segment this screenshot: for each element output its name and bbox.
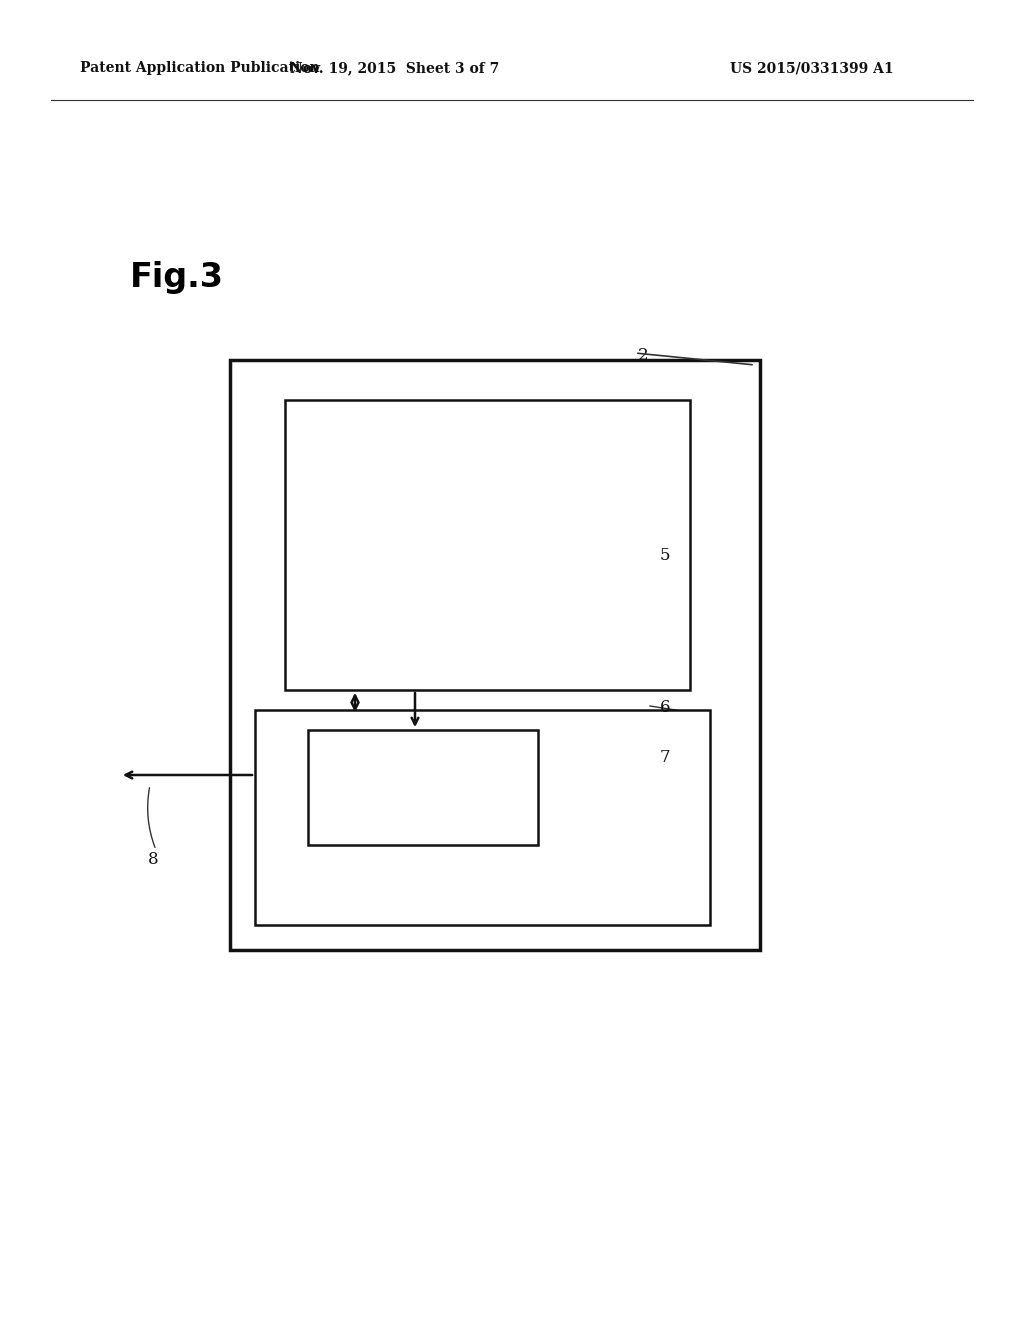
- Text: US 2015/0331399 A1: US 2015/0331399 A1: [730, 61, 894, 75]
- Text: 5: 5: [660, 546, 671, 564]
- Text: 8: 8: [148, 851, 159, 869]
- Text: Patent Application Publication: Patent Application Publication: [80, 61, 319, 75]
- Text: Nov. 19, 2015  Sheet 3 of 7: Nov. 19, 2015 Sheet 3 of 7: [291, 61, 500, 75]
- Text: 2: 2: [638, 346, 648, 363]
- Text: Fig.3: Fig.3: [130, 261, 224, 294]
- Text: 7: 7: [660, 750, 671, 767]
- Bar: [230, 360, 760, 950]
- Bar: [285, 400, 690, 690]
- Bar: [308, 730, 538, 845]
- Text: 6: 6: [660, 700, 671, 717]
- Bar: [255, 710, 710, 925]
